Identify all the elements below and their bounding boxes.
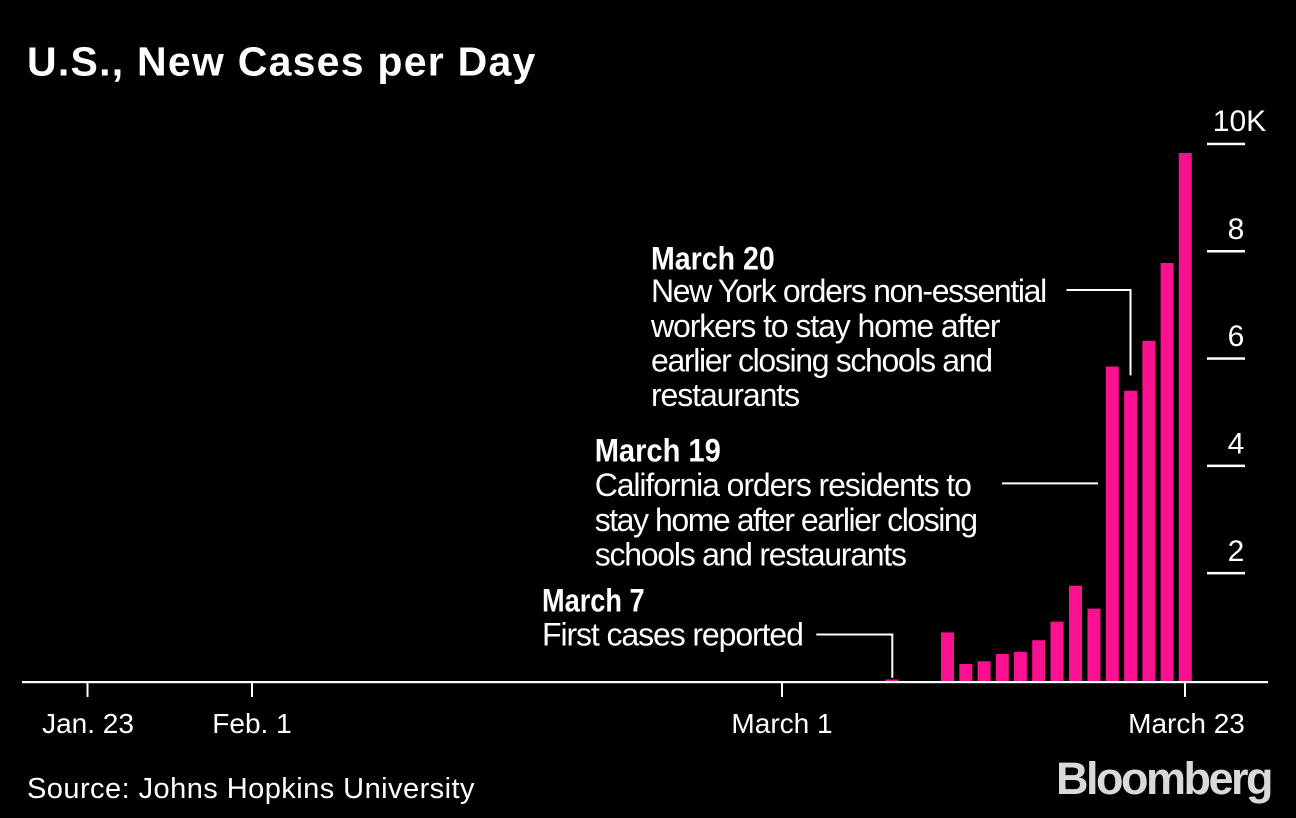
svg-text:Source: Johns Hopkins Universi: Source: Johns Hopkins University <box>27 773 475 805</box>
svg-text:workers to stay home after: workers to stay home after <box>650 308 1001 344</box>
svg-text:U.S., New Cases per Day: U.S., New Cases per Day <box>27 39 537 85</box>
svg-text:New York orders non-essential: New York orders non-essential <box>651 273 1046 309</box>
svg-text:schools and restaurants: schools and restaurants <box>595 536 906 572</box>
svg-text:California orders residents to: California orders residents to <box>595 467 971 503</box>
svg-text:March 1: March 1 <box>731 708 832 739</box>
svg-text:4: 4 <box>1228 428 1245 461</box>
svg-text:earlier closing schools and: earlier closing schools and <box>651 342 992 378</box>
svg-text:March 23: March 23 <box>1128 708 1245 739</box>
svg-text:restaurants: restaurants <box>651 377 799 413</box>
svg-text:March 19: March 19 <box>595 433 721 469</box>
svg-text:6: 6 <box>1228 320 1245 353</box>
svg-text:2: 2 <box>1228 535 1245 568</box>
svg-text:Jan. 23: Jan. 23 <box>42 708 134 739</box>
svg-text:stay home after earlier closin: stay home after earlier closing <box>595 502 977 538</box>
svg-text:Feb. 1: Feb. 1 <box>212 708 291 739</box>
svg-text:March 7: March 7 <box>542 583 645 619</box>
svg-text:First cases reported: First cases reported <box>542 617 803 653</box>
svg-text:Bloomberg: Bloomberg <box>1056 753 1271 804</box>
svg-text:10K: 10K <box>1213 105 1266 138</box>
svg-text:March 20: March 20 <box>651 242 775 277</box>
svg-text:8: 8 <box>1228 213 1245 246</box>
